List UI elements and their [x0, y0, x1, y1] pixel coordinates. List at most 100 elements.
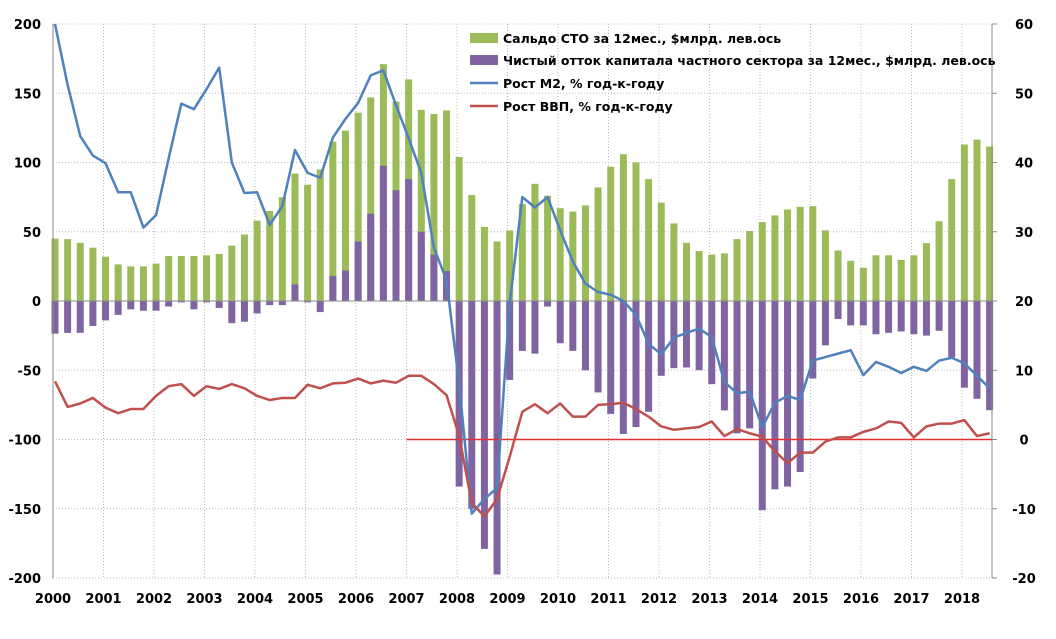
current-account-bar [64, 239, 72, 301]
capital-outflow-bar [76, 301, 84, 333]
legend: Сальдо СТО за 12мес., $млрд. лев.ось Чис… [470, 31, 996, 114]
x-tick-label: 2005 [287, 592, 323, 607]
capital-outflow-bar [89, 301, 97, 326]
capital-outflow-bar [935, 301, 943, 331]
left-tick-label: -50 [18, 364, 42, 379]
left-tick-label: 50 [23, 226, 41, 241]
current-account-bar [304, 184, 312, 301]
current-account-bar [935, 221, 943, 301]
current-account-bar [443, 110, 451, 301]
current-account-bar [670, 223, 678, 301]
current-account-bar [468, 195, 476, 301]
legend-label-m2: Рост М2, % год-к-году [503, 76, 664, 91]
capital-outflow-bar [821, 301, 829, 346]
line-series [53, 23, 992, 518]
current-account-bar [948, 179, 956, 301]
capital-outflow-bar [430, 254, 438, 301]
x-tick-label: 2006 [338, 592, 374, 607]
x-tick-label: 2002 [136, 592, 172, 607]
capital-outflow-bar [203, 301, 211, 303]
current-account-bar [544, 195, 552, 301]
capital-outflow-bar [670, 301, 678, 369]
capital-outflow-bar [114, 301, 122, 315]
current-account-bar [720, 253, 728, 301]
current-account-bar [746, 230, 754, 301]
current-account-bar [708, 254, 716, 301]
capital-outflow-bar [417, 231, 425, 301]
capital-outflow-bar [278, 301, 286, 306]
capital-outflow-bar [960, 301, 968, 388]
left-tick-label: -100 [8, 434, 41, 449]
capital-outflow-bar [139, 301, 147, 311]
current-account-bar [821, 230, 829, 301]
current-account-bar [190, 255, 198, 301]
capital-outflow-bar [215, 301, 223, 308]
current-account-bar [859, 267, 867, 301]
capital-outflow-bar [897, 301, 905, 332]
current-account-bar [102, 256, 110, 301]
current-account-bar [455, 156, 463, 301]
x-tick-label: 2017 [893, 592, 929, 607]
current-account-bar [76, 242, 84, 301]
x-tick-label: 2016 [843, 592, 879, 607]
capital-outflow-bar [910, 301, 918, 335]
current-account-bar [518, 204, 526, 301]
current-account-bar [733, 239, 741, 301]
capital-outflow-bar [683, 301, 690, 368]
x-tick-label: 2008 [439, 592, 475, 607]
capital-outflow-bar [127, 301, 135, 310]
current-account-bar [127, 266, 135, 301]
current-account-bar [986, 146, 994, 301]
current-account-bar [341, 130, 349, 301]
capital-outflow-bar [480, 301, 488, 549]
left-tick-label: 200 [14, 18, 41, 33]
right-tick-label: 0 [1019, 434, 1028, 449]
capital-outflow-bar [392, 190, 400, 301]
current-account-bar [139, 266, 147, 301]
capital-outflow-bar [607, 301, 615, 414]
x-tick-label: 2000 [35, 592, 71, 607]
capital-outflow-bar [922, 301, 930, 336]
left-tick-label: -150 [8, 503, 41, 518]
capital-outflow-bar [796, 301, 804, 473]
capital-outflow-bar [102, 301, 110, 321]
legend-label-current-account: Сальдо СТО за 12мес., $млрд. лев.ось [503, 31, 781, 46]
current-account-bar [278, 197, 286, 301]
x-tick-label: 2009 [489, 592, 525, 607]
current-account-bar [569, 211, 577, 301]
gdp-growth-line [53, 374, 990, 518]
x-tick-label: 2011 [590, 592, 626, 607]
capital-outflow-bar [594, 301, 602, 393]
right-tick-label: 60 [1015, 18, 1033, 33]
capital-outflow-bar [253, 301, 261, 314]
capital-outflow-bar [531, 301, 539, 354]
current-account-bar [872, 255, 880, 301]
current-account-bar [316, 169, 324, 301]
capital-outflow-bar [784, 301, 792, 487]
current-account-bar [506, 230, 514, 301]
current-account-bar [834, 250, 842, 301]
current-account-bar [897, 259, 905, 301]
capital-outflow-bar [266, 301, 274, 306]
capital-outflow-bar [493, 301, 501, 575]
current-account-bar [493, 241, 501, 301]
axes [52, 23, 997, 579]
current-account-bar [177, 255, 185, 301]
right-tick-label: 40 [1015, 157, 1033, 172]
capital-outflow-bar [973, 301, 981, 399]
current-account-bar [847, 260, 855, 301]
capital-outflow-bar [165, 301, 173, 307]
capital-outflow-bar [834, 301, 842, 320]
capital-outflow-bar [51, 301, 59, 334]
capital-outflow-bar [556, 301, 564, 344]
left-tick-label: -200 [8, 572, 41, 587]
current-account-bar [228, 245, 236, 301]
capital-outflow-bar [847, 301, 855, 326]
current-account-bar [973, 139, 981, 301]
right-tick-label: -20 [1012, 572, 1036, 587]
capital-outflow-bar [405, 179, 413, 301]
x-tick-label: 2010 [540, 592, 576, 607]
current-account-bar [796, 206, 804, 301]
capital-outflow-bar [240, 301, 248, 322]
m2-growth-line [53, 23, 991, 515]
